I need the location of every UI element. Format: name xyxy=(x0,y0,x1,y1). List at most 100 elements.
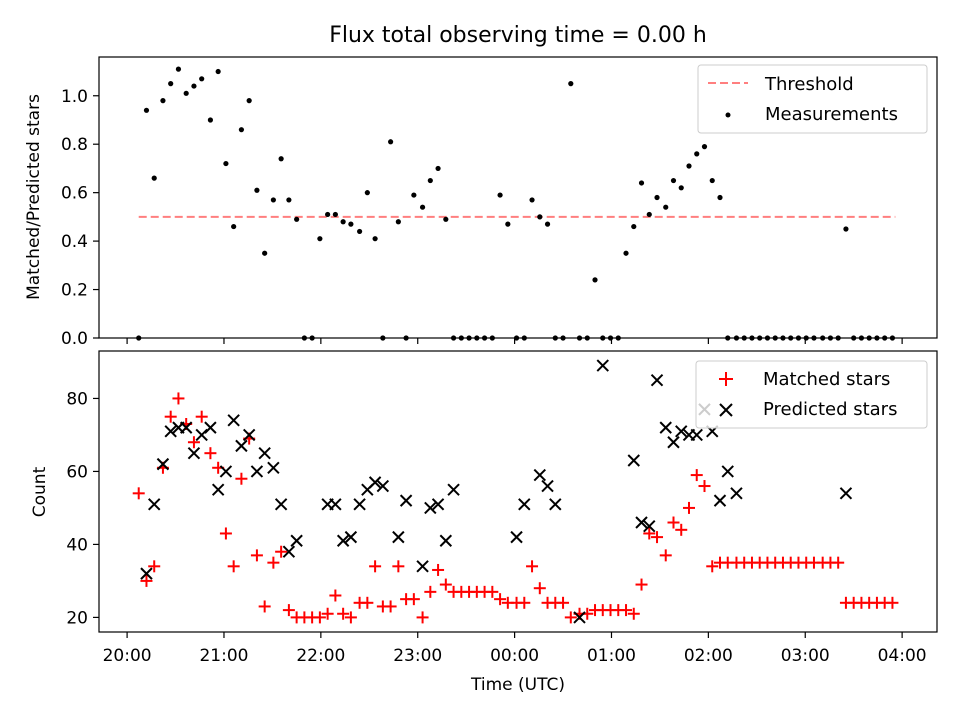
predicted-star-point xyxy=(839,487,853,500)
matched-stars-series xyxy=(132,392,899,624)
matched-star-point xyxy=(690,469,703,482)
top-y-tick-label: 0.0 xyxy=(61,329,88,349)
predicted-star-point xyxy=(258,446,271,460)
matched-star-point xyxy=(321,607,334,620)
measurement-point xyxy=(717,194,723,201)
measurement-point xyxy=(694,151,700,157)
predicted-star-point xyxy=(518,498,531,511)
matched-star-point xyxy=(361,596,374,609)
predicted-star-point xyxy=(250,465,264,478)
predicted-star-point xyxy=(510,530,523,544)
matched-star-point xyxy=(140,574,153,587)
predicted-star-point xyxy=(549,498,562,511)
matched-star-point xyxy=(667,516,680,529)
predicted-star-point xyxy=(690,428,703,442)
matched-star-point xyxy=(258,600,271,613)
predicted-star-point xyxy=(713,494,727,507)
measurement-point xyxy=(427,177,433,184)
matched-star-point xyxy=(651,531,664,544)
measurement-point xyxy=(544,221,551,227)
flux-ratio-panel: Flux total observing time = 0.00 h 0.0 0.… xyxy=(24,23,938,349)
predicted-star-point xyxy=(274,498,288,511)
measurement-point xyxy=(199,76,205,82)
measurement-point xyxy=(238,127,245,133)
predicted-star-point xyxy=(282,545,296,558)
measurement-point xyxy=(364,190,370,196)
measurement-point xyxy=(168,81,174,87)
counts-panel: 20:00 21:00 22:00 23:00 00:00 01:00 02:00 03:00… xyxy=(30,350,938,695)
top-y-tick-label: 0.6 xyxy=(61,184,88,204)
measurement-point xyxy=(537,214,543,220)
measurement-point xyxy=(701,144,708,150)
predicted-star-point xyxy=(667,436,680,449)
predicted-star-point xyxy=(329,498,342,511)
matched-star-point xyxy=(533,582,546,595)
predicted-star-point xyxy=(211,483,225,496)
predicted-star-point xyxy=(596,359,609,372)
measurement-point xyxy=(294,216,300,222)
matched-legend-label: Matched stars xyxy=(763,369,890,390)
bottom-legend-box xyxy=(695,360,928,429)
x-tick-label: 23:00 xyxy=(393,646,442,666)
matched-star-point xyxy=(337,607,350,620)
matched-star-point xyxy=(250,549,263,562)
matched-star-point xyxy=(432,563,445,576)
matched-star-point xyxy=(227,560,240,573)
matched-star-point xyxy=(164,410,177,423)
bottom-y-tick-label: 40 xyxy=(66,535,88,555)
x-tick-label: 01:00 xyxy=(587,646,636,666)
matched-star-point xyxy=(675,523,688,536)
matched-star-point xyxy=(439,578,452,591)
predicted-star-point xyxy=(353,498,366,511)
matched-star-point xyxy=(416,611,429,624)
predicted-star-point xyxy=(235,439,248,453)
bottom-legend: Matched stars Predicted stars xyxy=(695,360,928,429)
predicted-star-point xyxy=(399,494,413,507)
measurement-point xyxy=(529,197,535,203)
matched-star-point xyxy=(275,545,288,558)
top-plot-frame xyxy=(98,56,938,339)
measurement-point xyxy=(654,194,660,201)
predicted-star-point xyxy=(533,468,547,482)
predicted-star-point xyxy=(675,425,688,438)
predicted-legend-marker xyxy=(719,403,733,417)
bottom-plot-frame xyxy=(98,350,938,633)
bottom-y-axis-label: Count xyxy=(30,466,50,517)
measurement-point xyxy=(207,117,214,123)
predicted-star-point xyxy=(541,479,554,493)
bottom-y-tick-label: 80 xyxy=(66,389,88,409)
predicted-star-point xyxy=(204,421,217,434)
matched-star-point xyxy=(235,472,248,485)
matched-star-point xyxy=(329,589,342,602)
measurement-point xyxy=(709,177,715,184)
predicted-stars-series xyxy=(140,359,853,624)
measurement-point xyxy=(270,197,276,203)
matched-star-point xyxy=(627,607,640,620)
measurement-point xyxy=(388,139,394,145)
top-y-tick-label: 0.8 xyxy=(61,135,88,155)
measurement-point xyxy=(497,192,503,198)
matched-star-point xyxy=(832,556,845,569)
measurement-point xyxy=(623,250,629,256)
matched-star-point xyxy=(392,560,405,573)
top-y-axis-label: Matched/Predicted stars xyxy=(24,94,44,300)
measurement-point xyxy=(332,211,338,218)
threshold-legend-label: Threshold xyxy=(764,74,854,95)
matched-star-point xyxy=(369,560,382,573)
bottom-y-tick-label: 60 xyxy=(66,462,88,482)
matched-star-point xyxy=(148,560,161,573)
measurement-point xyxy=(505,221,511,227)
matched-star-point xyxy=(698,480,711,493)
top-y-tick-label: 1.0 xyxy=(61,87,88,107)
measurement-point xyxy=(670,177,677,184)
predicted-star-point xyxy=(267,461,280,474)
measurement-point xyxy=(843,226,849,232)
x-tick-label: 21:00 xyxy=(199,646,248,666)
measurement-point xyxy=(317,236,323,242)
matched-star-point xyxy=(564,611,577,624)
measurement-point xyxy=(151,175,157,181)
predicted-star-point xyxy=(424,501,437,515)
matched-star-point xyxy=(659,549,672,562)
measurements-legend-label: Measurements xyxy=(765,104,898,125)
